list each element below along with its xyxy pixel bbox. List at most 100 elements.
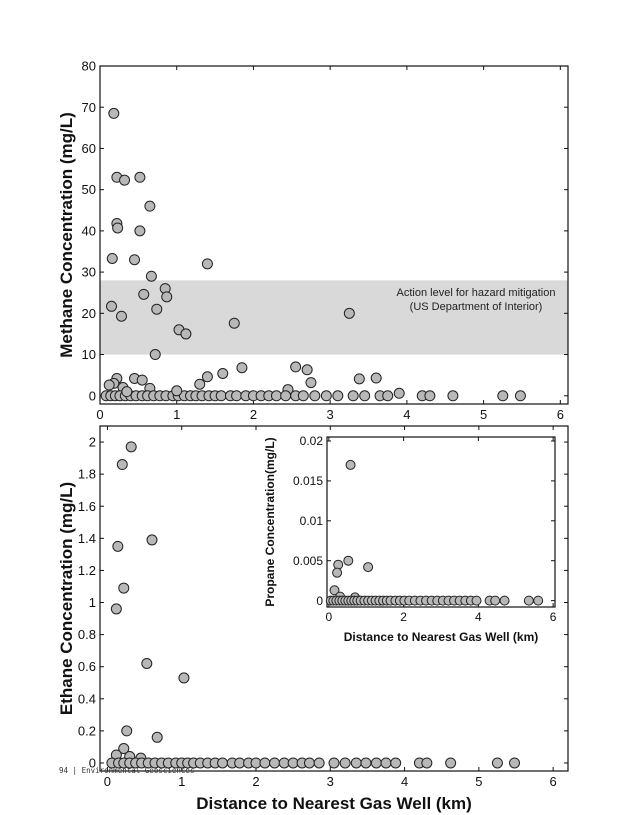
data-point: [171, 385, 183, 397]
data-point: [236, 362, 248, 374]
y-axis-label: Propane Concentration(mg/L): [263, 437, 277, 606]
y-tick-label: 20: [82, 306, 96, 321]
data-point: [217, 757, 229, 769]
y-tick-label: 0: [89, 756, 96, 771]
methane-panel: Action level for hazard mitigation (US De…: [57, 59, 569, 422]
data-point: [343, 307, 355, 319]
y-tick-label: 60: [82, 141, 96, 156]
band-label-line: (US Department of Interior): [410, 301, 543, 313]
x-tick-label: 1: [178, 774, 185, 789]
y-tick-label: 50: [82, 182, 96, 197]
data-point: [390, 757, 402, 769]
data-point: [523, 595, 534, 606]
data-point: [106, 300, 118, 312]
data-point: [382, 390, 394, 402]
data-point: [380, 757, 392, 769]
data-point: [332, 567, 343, 578]
data-point: [129, 254, 141, 266]
data-point: [125, 441, 137, 453]
data-point: [320, 390, 332, 402]
data-point: [297, 390, 309, 402]
data-point: [269, 757, 281, 769]
data-point: [347, 390, 359, 402]
data-point: [151, 731, 163, 743]
data-point: [121, 386, 133, 398]
data-point: [161, 291, 173, 303]
ethane-panel: 0 1 2 3 4 5 6 0 0.2 0.4 0.6 0.8 1 1.2 1.4 1.6 1.8 2 Distan…: [57, 425, 569, 813]
y-tick-label: 0.4: [78, 691, 96, 706]
y-tick-label: 0.005: [293, 554, 323, 568]
data-point: [370, 757, 382, 769]
data-point: [145, 270, 157, 282]
x-tick-label: 5: [480, 407, 487, 422]
data-point: [201, 371, 213, 383]
x-axis-label: Distance to Nearest Gas Well (km): [196, 794, 472, 813]
data-point: [112, 222, 124, 234]
x-tick-label: 4: [475, 610, 482, 624]
data-point: [119, 174, 131, 186]
y-tick-label: 0.2: [78, 723, 96, 738]
x-tick-label: 4: [401, 774, 408, 789]
data-point: [490, 595, 501, 606]
plot-frame: [99, 425, 569, 772]
data-point: [149, 349, 161, 361]
data-point: [363, 562, 374, 573]
data-point: [110, 603, 122, 615]
y-tick-label: 40: [82, 223, 96, 238]
x-tick-label: 4: [403, 407, 410, 422]
data-point: [491, 757, 503, 769]
data-point: [350, 757, 362, 769]
y-tick-label: 2: [89, 435, 96, 450]
data-point: [329, 585, 340, 596]
data-point: [305, 377, 317, 389]
y-axis-label: Methane Concentration (mg/L): [57, 112, 76, 358]
y-tick-label: 0.015: [293, 474, 323, 488]
data-point: [509, 757, 521, 769]
x-tick-label: 0: [326, 610, 333, 624]
data-point: [309, 390, 321, 402]
x-tick-label: 2: [250, 407, 257, 422]
y-tick-label: 0.02: [300, 434, 324, 448]
inset-background: [327, 437, 555, 607]
data-point: [290, 361, 302, 373]
data-point: [343, 555, 354, 566]
data-point: [270, 390, 282, 402]
y-tick-label: 70: [82, 100, 96, 115]
data-point: [345, 459, 356, 470]
data-point: [370, 372, 382, 384]
data-point: [215, 390, 227, 402]
data-point: [116, 459, 128, 471]
x-tick-label: 6: [550, 774, 557, 789]
y-axis-label: Ethane Concentration (mg/L): [57, 482, 76, 715]
data-point: [514, 390, 526, 402]
data-point: [313, 757, 325, 769]
y-tick-label: 0.01: [300, 514, 324, 528]
x-tick-label: 0: [96, 407, 103, 422]
data-point: [471, 595, 482, 606]
data-point: [103, 379, 115, 391]
data-point: [144, 200, 156, 212]
propane-inset-panel: 0 2 4 6 0 0.005 0.01 0.015 0.02 Distance to Neare…: [263, 434, 557, 644]
y-tick-label: 1.6: [78, 499, 96, 514]
data-point: [497, 390, 509, 402]
y-tick-label: 0: [316, 594, 323, 608]
data-point: [217, 367, 229, 379]
band-label-line: Action level for hazard mitigation: [397, 287, 556, 299]
x-tick-label: 1: [173, 407, 180, 422]
x-tick-label: 6: [550, 610, 557, 624]
x-tick-label: 2: [252, 774, 259, 789]
data-point: [118, 582, 130, 594]
x-tick-label: 3: [327, 407, 334, 422]
data-point: [280, 390, 292, 402]
y-tick-label: 0.8: [78, 627, 96, 642]
data-point: [138, 288, 150, 300]
data-point: [141, 657, 153, 669]
data-point: [108, 107, 120, 119]
data-point: [328, 757, 340, 769]
data-point: [499, 595, 510, 606]
data-point: [180, 328, 192, 340]
data-point: [121, 725, 133, 737]
data-point: [424, 390, 436, 402]
data-point: [421, 757, 433, 769]
